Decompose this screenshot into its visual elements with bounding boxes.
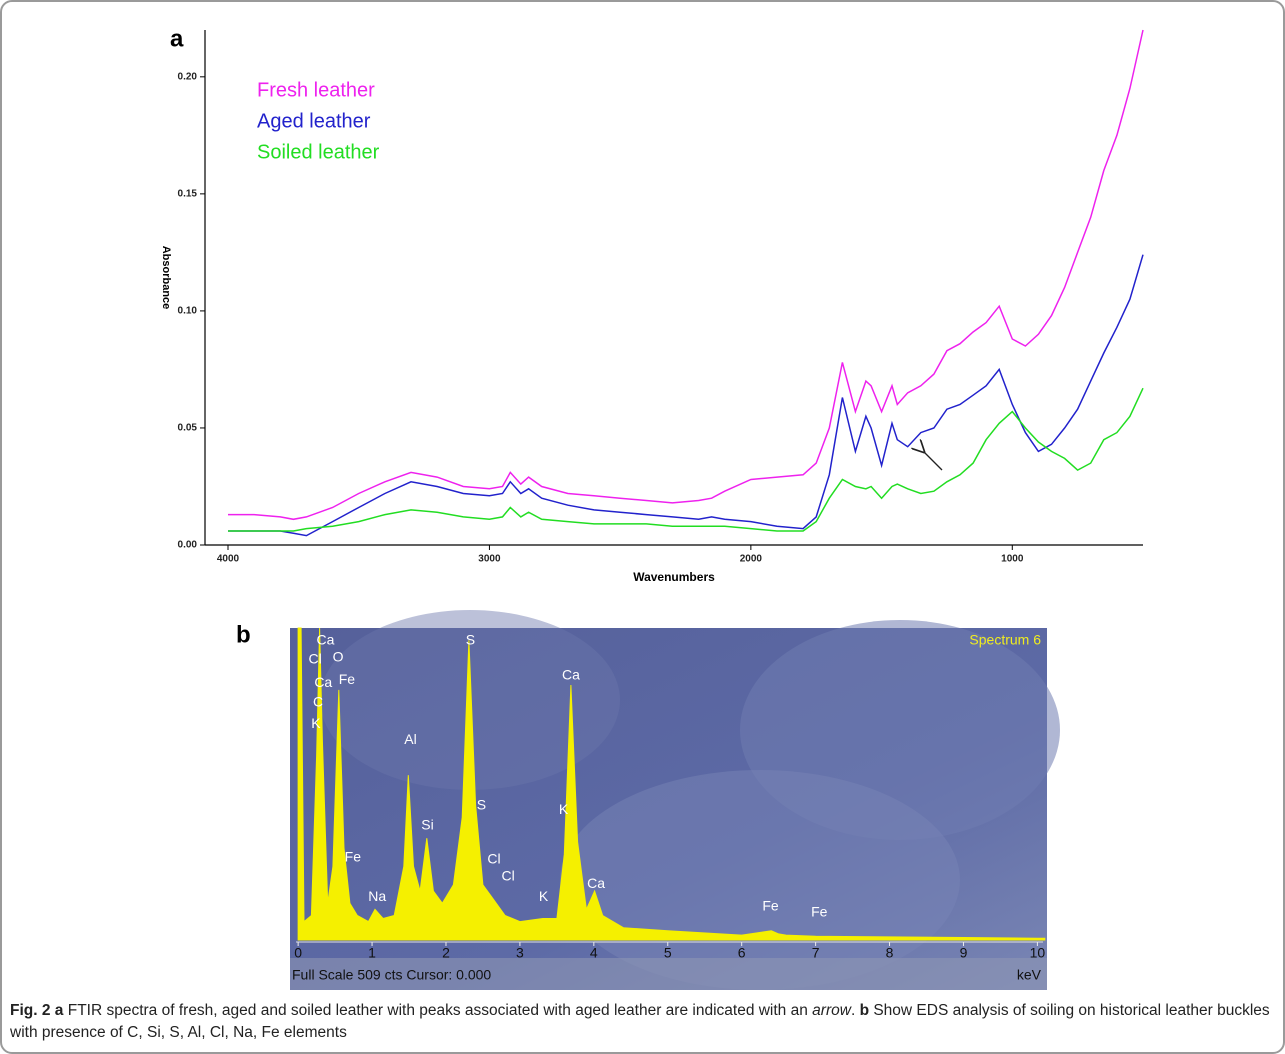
peak-label: Ca <box>562 667 580 683</box>
x-tick-label: 1000 <box>1001 554 1024 565</box>
x-tick-label: 1 <box>368 945 376 961</box>
x-axis-label: Wavenumbers <box>633 570 715 584</box>
peak-label: Cl <box>487 850 500 866</box>
sem-footer-band <box>290 958 1047 990</box>
peak-label: Ca <box>314 674 332 690</box>
peak-label: Fe <box>762 898 779 914</box>
peak-label: Fe <box>345 849 362 865</box>
caption-text: Fig. 2 <box>10 1002 51 1019</box>
x-axis-label: keV <box>1017 967 1042 983</box>
x-tick-label: 5 <box>664 945 672 961</box>
peak-label: Cl <box>309 651 322 667</box>
caption: Fig. 2 a FTIR spectra of fresh, aged and… <box>10 1000 1272 1044</box>
y-tick-label: 0.00 <box>178 540 198 551</box>
x-tick-label: 10 <box>1030 945 1046 961</box>
peak-label: K <box>539 888 549 904</box>
peak-label: Na <box>368 888 386 904</box>
x-tick-label: 2000 <box>740 554 763 565</box>
spectrum-line <box>228 387 1144 532</box>
peak-label: S <box>477 796 486 812</box>
x-tick-label: 7 <box>812 945 820 961</box>
y-tick-label: 0.20 <box>178 71 198 82</box>
x-tick-label: 9 <box>960 945 968 961</box>
x-tick-label: 8 <box>886 945 894 961</box>
legend-label: Aged leather <box>257 110 371 132</box>
legend-label: Soiled leather <box>257 141 380 163</box>
x-tick-label: 6 <box>738 945 746 961</box>
spectrum-title: Spectrum 6 <box>969 632 1041 648</box>
y-tick-label: 0.05 <box>178 423 198 434</box>
spectrum-area <box>297 627 1046 941</box>
x-tick-label: 4 <box>590 945 598 961</box>
x-tick-label: 0 <box>294 945 302 961</box>
peak-label: Fe <box>339 671 356 687</box>
peak-label: K <box>559 801 569 817</box>
peak-label: Ca <box>317 632 335 648</box>
x-tick-label: 4000 <box>217 554 240 565</box>
peak-label: Ca <box>587 875 605 891</box>
caption-text: a <box>54 1002 64 1019</box>
peak-label: Si <box>421 817 433 833</box>
peak-label: K <box>311 715 321 731</box>
caption-text: . <box>850 1002 856 1019</box>
footer-text: Full Scale 509 cts Cursor: 0.000 <box>292 967 491 983</box>
caption-text: arrow <box>812 1002 851 1019</box>
peak-label: Al <box>404 731 416 747</box>
y-tick-label: 0.10 <box>178 306 198 317</box>
y-tick-label: 0.15 <box>178 189 198 200</box>
x-tick-label: 3000 <box>478 554 501 565</box>
peak-label: Cl <box>501 868 514 884</box>
peak-label: O <box>333 649 344 665</box>
caption-text: Show EDS analysis of soiling on historic… <box>10 1002 1270 1041</box>
peak-label: C <box>313 693 323 709</box>
x-tick-label: 3 <box>516 945 524 961</box>
x-tick-label: 2 <box>442 945 450 961</box>
spectrum-line <box>228 254 1144 537</box>
panel-label: a <box>170 25 184 52</box>
spectrum-line <box>228 29 1144 521</box>
caption-text: b <box>859 1002 870 1019</box>
legend-label: Fresh leather <box>257 79 375 101</box>
peak-label: S <box>466 632 475 648</box>
panel-label: b <box>236 621 251 648</box>
caption-text: FTIR spectra of fresh, aged and soiled l… <box>67 1002 808 1019</box>
y-axis-label: Absorbance <box>160 246 172 310</box>
sem-texture <box>560 770 960 990</box>
peak-label: Fe <box>811 904 828 920</box>
figure: a 0.00 0.05 0.10 0.15 0.20 4000 3000 2000 1000 Wav… <box>160 25 1144 990</box>
arrow <box>924 452 943 471</box>
